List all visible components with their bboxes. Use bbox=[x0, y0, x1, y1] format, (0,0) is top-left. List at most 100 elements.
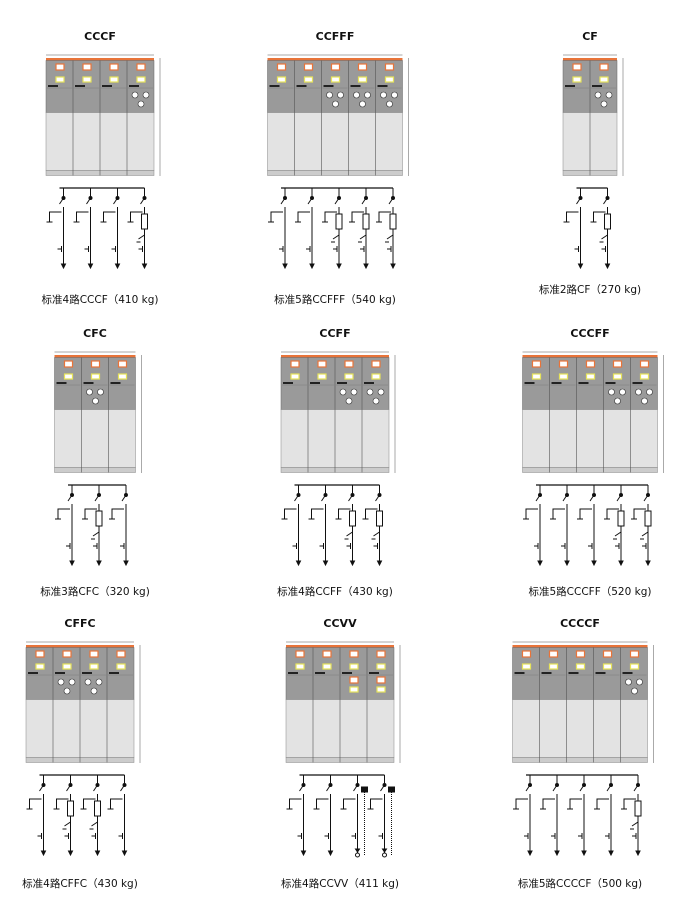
cabinet-front-view bbox=[54, 351, 142, 473]
fuse-cap bbox=[137, 100, 145, 108]
operation-box bbox=[90, 373, 101, 380]
operation-box bbox=[602, 663, 613, 670]
terminal-strip bbox=[48, 85, 58, 87]
indicator-box bbox=[357, 63, 368, 71]
load-switch bbox=[140, 197, 145, 205]
terminal-strip bbox=[342, 672, 352, 674]
earth-switch bbox=[297, 211, 310, 222]
top-strip bbox=[286, 645, 394, 648]
fuse-cap bbox=[353, 91, 360, 99]
fuse-cap bbox=[377, 388, 385, 396]
load-switch bbox=[616, 494, 622, 502]
fuse-cap bbox=[131, 91, 139, 99]
top-strip bbox=[26, 645, 134, 648]
earth-switch bbox=[316, 798, 329, 809]
operation-box bbox=[521, 663, 532, 670]
earth-switch bbox=[365, 508, 378, 519]
load-switch bbox=[603, 197, 608, 205]
earth-switch bbox=[49, 211, 62, 222]
load-switch bbox=[552, 784, 558, 792]
load-switch bbox=[67, 494, 73, 502]
fuse-cap bbox=[614, 397, 621, 405]
fuse-cap bbox=[366, 388, 374, 396]
operation-box bbox=[136, 76, 146, 83]
single-line-schematic bbox=[286, 774, 395, 858]
fuse-icon bbox=[94, 800, 101, 817]
indicator-box bbox=[89, 650, 99, 658]
earth-switch bbox=[593, 211, 606, 222]
earth-switch bbox=[110, 798, 123, 809]
operation-box bbox=[109, 76, 119, 83]
load-switch bbox=[294, 494, 299, 502]
fuse-icon bbox=[141, 213, 148, 230]
fuse-icon bbox=[389, 213, 397, 230]
indicator-box bbox=[82, 63, 92, 71]
earth-switch bbox=[542, 798, 555, 809]
terminal-strip bbox=[82, 672, 92, 674]
operation-box bbox=[82, 76, 92, 83]
arrow-icon bbox=[87, 263, 94, 270]
earth-switch bbox=[332, 234, 340, 240]
indicator-box bbox=[629, 650, 640, 658]
load-switch bbox=[66, 784, 71, 792]
config-caption: 标准4路CCVV（411 kg) bbox=[281, 878, 399, 890]
earth-switch bbox=[579, 508, 592, 519]
terminal-strip bbox=[524, 382, 535, 384]
terminal-strip bbox=[102, 85, 112, 87]
base bbox=[267, 170, 403, 176]
earth-switch bbox=[76, 211, 89, 222]
indicator-box bbox=[322, 650, 332, 658]
arrow-icon bbox=[282, 263, 288, 270]
fuse-cap bbox=[635, 388, 642, 396]
earth-switch bbox=[56, 798, 69, 809]
earth-switch bbox=[525, 508, 538, 519]
terminal-strip bbox=[310, 382, 320, 384]
arrow-icon bbox=[577, 263, 584, 270]
load-switch bbox=[388, 197, 394, 205]
fuse-icon bbox=[67, 800, 74, 817]
terminal-strip bbox=[56, 382, 67, 384]
config-caption: 标准2路CF（270 kg) bbox=[538, 284, 642, 296]
load-switch bbox=[380, 784, 385, 792]
fuse-cap bbox=[594, 91, 602, 99]
indicator-box bbox=[531, 360, 542, 368]
arrow-icon bbox=[121, 850, 128, 857]
terminal-strip bbox=[129, 85, 139, 87]
operation-box bbox=[63, 373, 74, 380]
terminal-strip bbox=[83, 382, 94, 384]
terminal-strip bbox=[350, 85, 361, 87]
operation-box bbox=[639, 373, 650, 380]
fuse-icon bbox=[335, 213, 343, 230]
terminal-strip bbox=[296, 85, 307, 87]
load-switch bbox=[121, 494, 127, 502]
earth-switch bbox=[270, 211, 283, 222]
operation-box bbox=[89, 663, 99, 670]
config-title: CCVV bbox=[323, 617, 357, 630]
top-strip bbox=[54, 355, 136, 358]
cabinet-diagram bbox=[280, 351, 396, 567]
load-switch bbox=[94, 494, 100, 502]
arrow-icon bbox=[363, 263, 369, 270]
fuse-cap bbox=[68, 678, 76, 686]
load-switch bbox=[299, 784, 304, 792]
top-strip bbox=[563, 58, 617, 61]
top-strip bbox=[281, 355, 389, 358]
fuse-cap bbox=[92, 397, 99, 405]
cabinet-diagram bbox=[522, 351, 664, 567]
fuse-cap bbox=[84, 678, 92, 686]
terminal-strip bbox=[377, 85, 388, 87]
terminal-strip bbox=[578, 382, 589, 384]
terminal-strip bbox=[514, 672, 525, 674]
fuse-cap bbox=[625, 678, 632, 686]
fuse-cap bbox=[386, 100, 393, 108]
terminal-strip bbox=[595, 672, 606, 674]
operation-box bbox=[572, 76, 582, 83]
operation-box bbox=[376, 663, 386, 670]
arrow-icon bbox=[376, 560, 383, 567]
cabinet-diagram bbox=[285, 641, 401, 858]
earth-switch bbox=[138, 234, 145, 240]
fuse-icon bbox=[634, 800, 642, 817]
config-title: CCCF bbox=[84, 30, 116, 43]
config-title: CCCCF bbox=[560, 617, 600, 630]
relay-icon bbox=[361, 786, 368, 793]
